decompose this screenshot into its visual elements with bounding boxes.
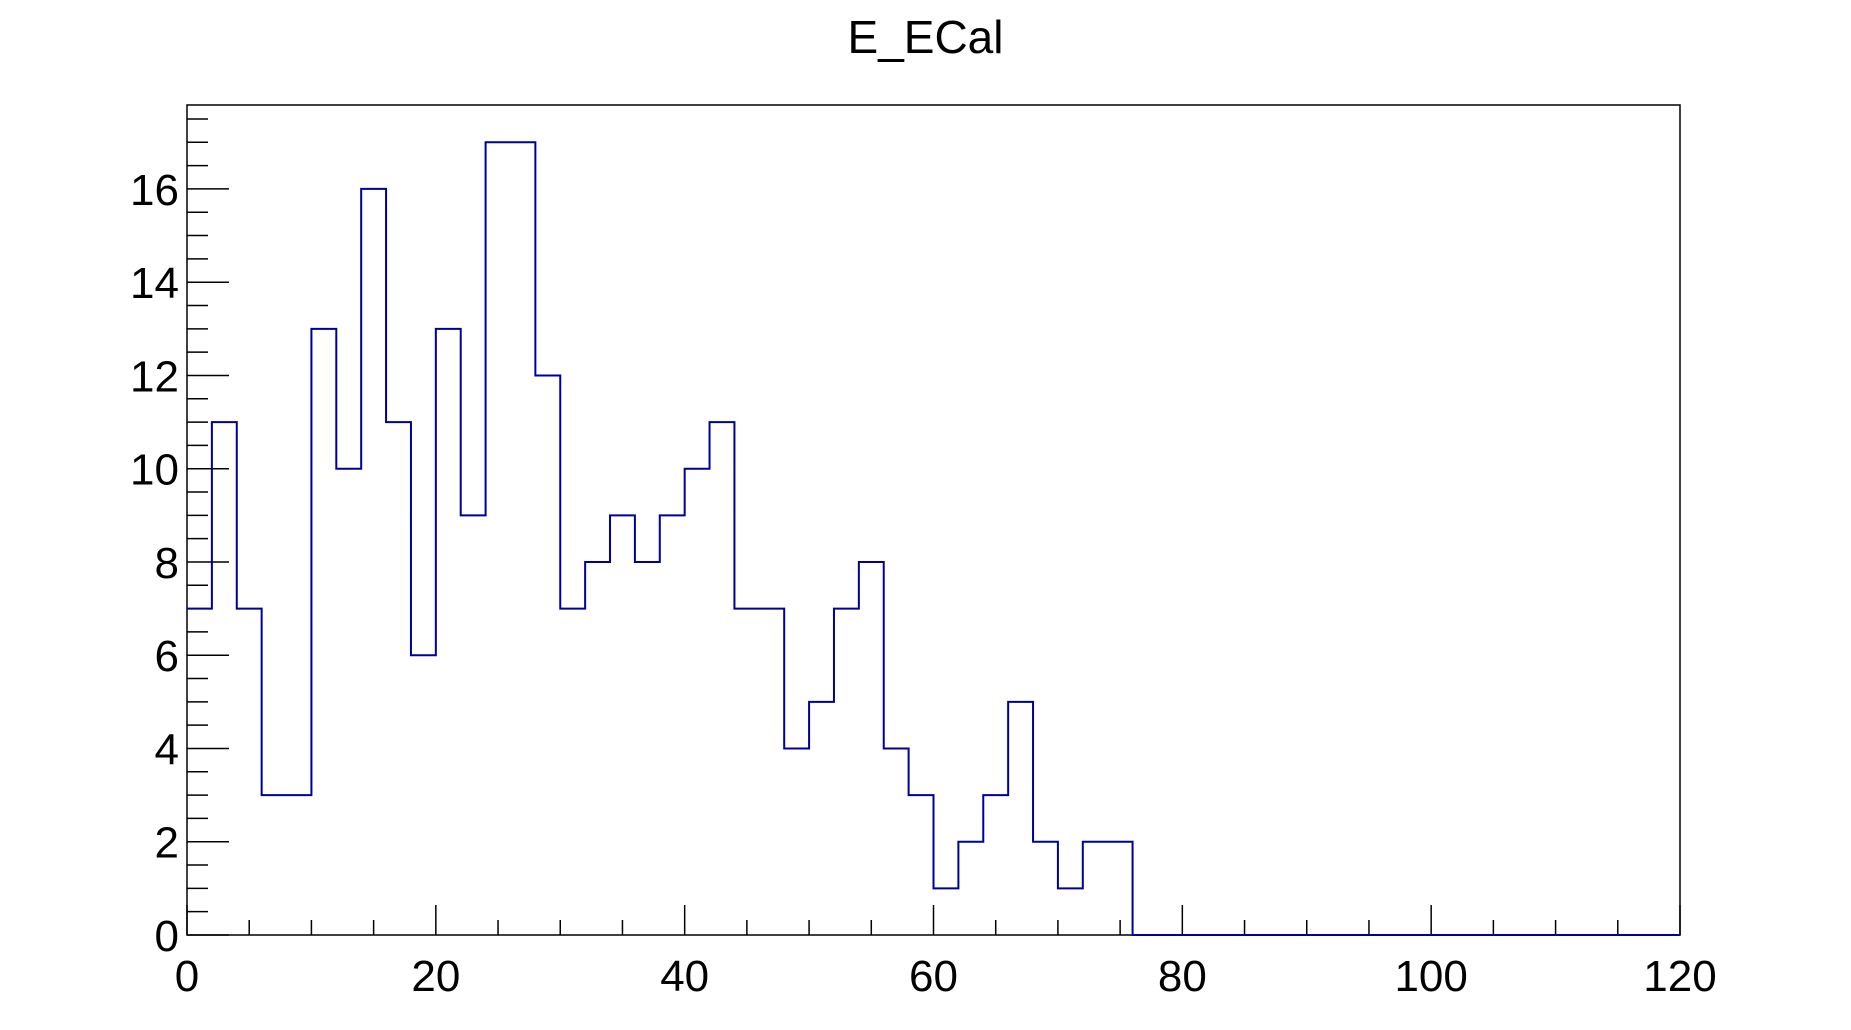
y-tick-label: 8	[155, 539, 179, 588]
x-tick-label: 0	[175, 952, 199, 1001]
x-axis-tick-labels: 0 20 40 60 80 100 120	[175, 952, 1717, 1001]
x-tick-label: 80	[1158, 952, 1207, 1001]
y-tick-label: 2	[155, 819, 179, 868]
y-tick-label: 12	[130, 352, 179, 401]
y-tick-label: 10	[130, 446, 179, 495]
x-tick-label: 40	[660, 952, 709, 1001]
y-tick-label: 4	[155, 725, 179, 774]
chart-title: E_ECal	[847, 11, 1004, 63]
x-tick-label: 120	[1643, 952, 1716, 1001]
x-tick-label: 100	[1394, 952, 1467, 1001]
x-tick-label: 60	[909, 952, 958, 1001]
x-tick-label: 20	[411, 952, 460, 1001]
y-tick-label: 0	[155, 912, 179, 961]
y-axis-ticks	[187, 118, 229, 936]
y-tick-label: 16	[130, 166, 179, 215]
y-tick-label: 14	[130, 259, 179, 308]
y-axis-tick-labels: 0 2 4 6 8 10 12 14 16	[130, 166, 179, 961]
y-tick-label: 6	[155, 632, 179, 681]
histogram-line	[187, 141, 1680, 936]
x-axis-ticks	[186, 905, 1681, 935]
